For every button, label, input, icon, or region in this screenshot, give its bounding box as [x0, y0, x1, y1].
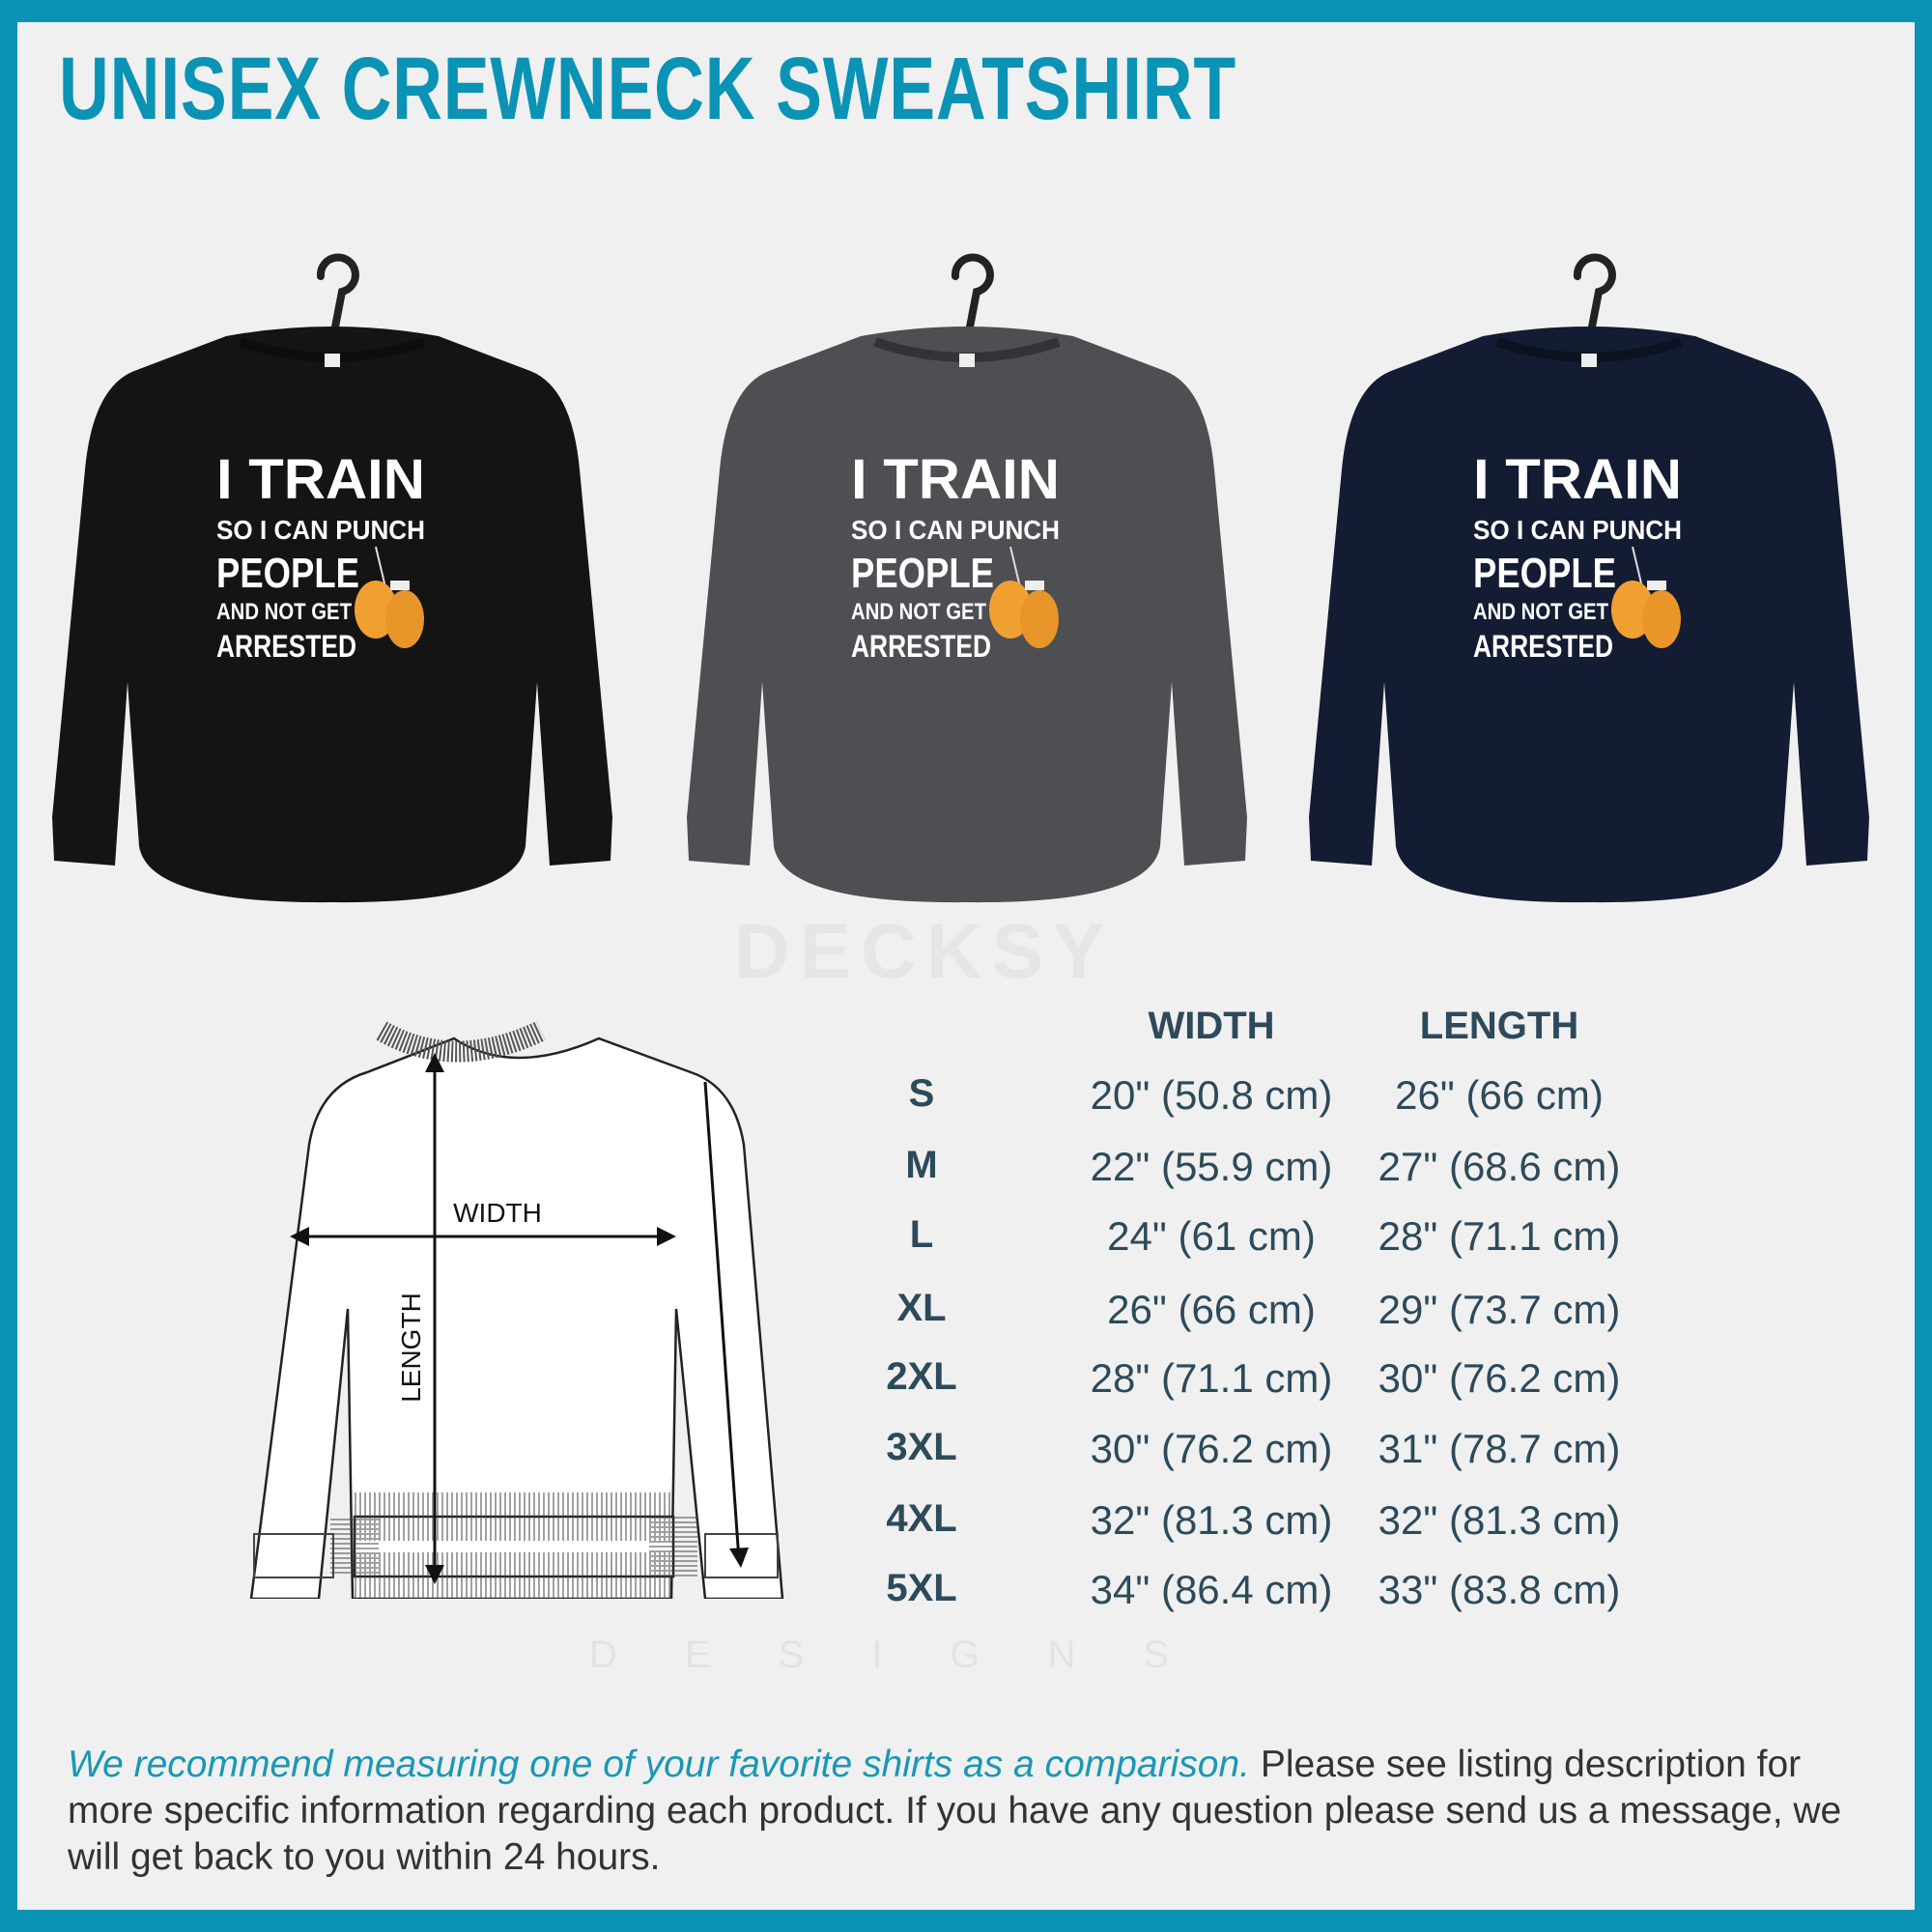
- size-row-width: 22" (55.9 cm): [1090, 1144, 1333, 1189]
- hanger-icon: [1573, 253, 1616, 346]
- print-line-3: PEOPLE: [1473, 550, 1616, 597]
- size-row-size: XL: [896, 1287, 947, 1329]
- footer-text: Please see listing description for more …: [68, 1744, 1842, 1878]
- page-title: UNISEX CREWNECK SWEATSHIRT: [59, 40, 1236, 138]
- hanger-icon: [951, 253, 994, 346]
- sweatshirt-image: I TRAIN SO I CAN PUNCH PEOPLE AND NOT GE…: [52, 253, 612, 903]
- product-black: I TRAIN SO I CAN PUNCH PEOPLE AND NOT GE…: [43, 228, 622, 923]
- print-line-1: I TRAIN: [216, 448, 425, 511]
- size-row-width: 34" (86.4 cm): [1090, 1567, 1333, 1612]
- size-row-length: 32" (81.3 cm): [1378, 1497, 1621, 1543]
- size-row-length: 27" (68.6 cm): [1378, 1144, 1621, 1189]
- size-row-size: 3XL: [886, 1426, 957, 1468]
- table-header-width: WIDTH: [1148, 1005, 1275, 1047]
- size-row-size: L: [909, 1213, 934, 1256]
- product-dark-heather: I TRAIN SO I CAN PUNCH PEOPLE AND NOT GE…: [677, 228, 1257, 923]
- print-line-4: AND NOT GET: [216, 599, 352, 625]
- footer-highlight: We recommend measuring one of your favor…: [68, 1744, 1250, 1785]
- print-line-3: PEOPLE: [851, 550, 994, 597]
- diagram-length-label: LENGTH: [396, 1293, 426, 1403]
- sweatshirt-image: I TRAIN SO I CAN PUNCH PEOPLE AND NOT GE…: [687, 253, 1247, 903]
- size-row-width: 30" (76.2 cm): [1090, 1426, 1333, 1471]
- size-row-size: S: [908, 1072, 935, 1115]
- size-row-size: M: [905, 1144, 938, 1186]
- print-line-5: ARRESTED: [1473, 629, 1613, 664]
- print-line-1: I TRAIN: [1473, 448, 1682, 511]
- hanger-icon: [316, 253, 359, 346]
- size-row-width: 20" (50.8 cm): [1090, 1072, 1333, 1118]
- size-row-width: 24" (61 cm): [1107, 1213, 1316, 1259]
- product-navy: I TRAIN SO I CAN PUNCH PEOPLE AND NOT GE…: [1299, 228, 1879, 923]
- table-header-length: LENGTH: [1419, 1005, 1579, 1047]
- size-row-width: 32" (81.3 cm): [1090, 1497, 1333, 1543]
- sweatshirt-image: I TRAIN SO I CAN PUNCH PEOPLE AND NOT GE…: [1309, 253, 1869, 903]
- print-line-2: SO I CAN PUNCH: [216, 515, 425, 545]
- print-line-1: I TRAIN: [851, 448, 1060, 511]
- print-line-2: SO I CAN PUNCH: [1473, 515, 1682, 545]
- size-row-size: 4XL: [886, 1497, 957, 1540]
- size-row-size: 5XL: [886, 1567, 957, 1609]
- size-row-length: 33" (83.8 cm): [1378, 1567, 1621, 1612]
- print-line-4: AND NOT GET: [851, 599, 986, 625]
- size-row-width: 26" (66 cm): [1107, 1287, 1316, 1332]
- size-row-length: 28" (71.1 cm): [1378, 1213, 1621, 1259]
- watermark-sub: DESIGNS: [589, 1634, 1237, 1676]
- size-row-length: 26" (66 cm): [1395, 1072, 1604, 1118]
- size-row-width: 28" (71.1 cm): [1090, 1355, 1333, 1401]
- boxing-gloves-icon: [355, 546, 424, 648]
- measurement-diagram: WIDTH LENGTH: [246, 1019, 787, 1601]
- size-row-length: 31" (78.7 cm): [1378, 1426, 1621, 1471]
- boxing-gloves-icon: [989, 546, 1059, 648]
- boxing-gloves-icon: [1611, 546, 1681, 648]
- print-line-5: ARRESTED: [851, 629, 991, 664]
- size-row-size: 2XL: [886, 1355, 957, 1398]
- diagram-width-label: WIDTH: [453, 1198, 542, 1228]
- print-line-3: PEOPLE: [216, 550, 359, 597]
- watermark-brand: DECKSY: [734, 908, 1115, 994]
- size-row-length: 29" (73.7 cm): [1378, 1287, 1621, 1332]
- print-line-2: SO I CAN PUNCH: [851, 515, 1060, 545]
- print-line-5: ARRESTED: [216, 629, 356, 664]
- print-line-4: AND NOT GET: [1473, 599, 1608, 625]
- footer-note: We recommend measuring one of your favor…: [68, 1742, 1874, 1881]
- size-row-length: 30" (76.2 cm): [1378, 1355, 1621, 1401]
